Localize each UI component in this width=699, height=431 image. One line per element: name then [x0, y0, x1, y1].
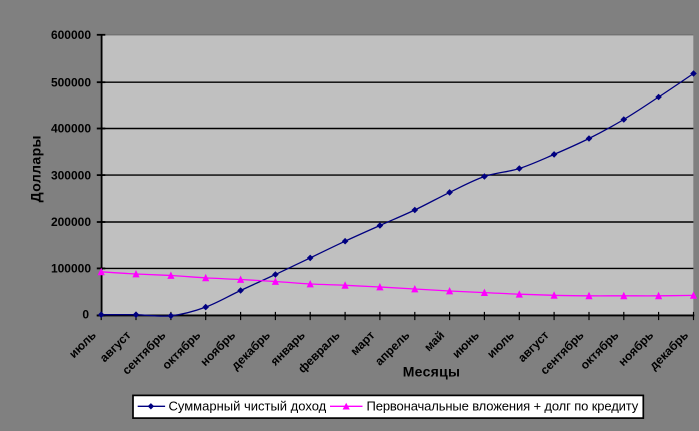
svg-text:Месяцы: Месяцы [403, 364, 461, 380]
svg-text:600000: 600000 [51, 28, 91, 42]
svg-text:100000: 100000 [51, 262, 91, 276]
svg-text:500000: 500000 [51, 75, 91, 89]
svg-text:Суммарный чистый доход: Суммарный чистый доход [169, 399, 327, 414]
svg-text:0: 0 [82, 308, 89, 322]
svg-text:Первоначальные вложения + долг: Первоначальные вложения + долг по кредит… [367, 399, 639, 414]
svg-text:200000: 200000 [51, 215, 91, 229]
svg-text:300000: 300000 [51, 168, 91, 182]
svg-text:Доллары: Доллары [28, 135, 44, 202]
svg-text:400000: 400000 [51, 122, 91, 136]
